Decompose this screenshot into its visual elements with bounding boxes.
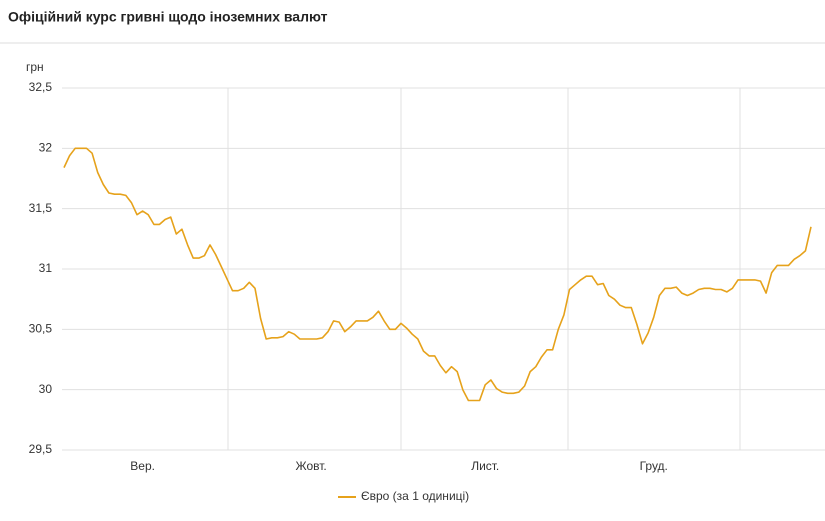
x-tick-label: Жовт. <box>296 459 327 473</box>
chart-title: Офіційний курс гривні щодо іноземних вал… <box>8 9 328 25</box>
y-tick-label: 32,5 <box>29 80 53 94</box>
y-tick-label: 30,5 <box>29 322 53 336</box>
y-axis-label: грн <box>26 60 44 74</box>
x-tick-label: Вер. <box>130 459 155 473</box>
x-tick-label: Груд. <box>640 459 668 473</box>
legend-label: Євро (за 1 одиниці) <box>361 489 469 503</box>
y-tick-label: 30 <box>39 382 53 396</box>
data-line <box>63 147 812 402</box>
x-tick-label: Лист. <box>471 459 499 473</box>
y-tick-label: 32 <box>39 141 53 155</box>
y-tick-label: 29,5 <box>29 442 53 456</box>
y-tick-label: 31 <box>39 261 53 275</box>
y-tick-label: 31,5 <box>29 201 53 215</box>
